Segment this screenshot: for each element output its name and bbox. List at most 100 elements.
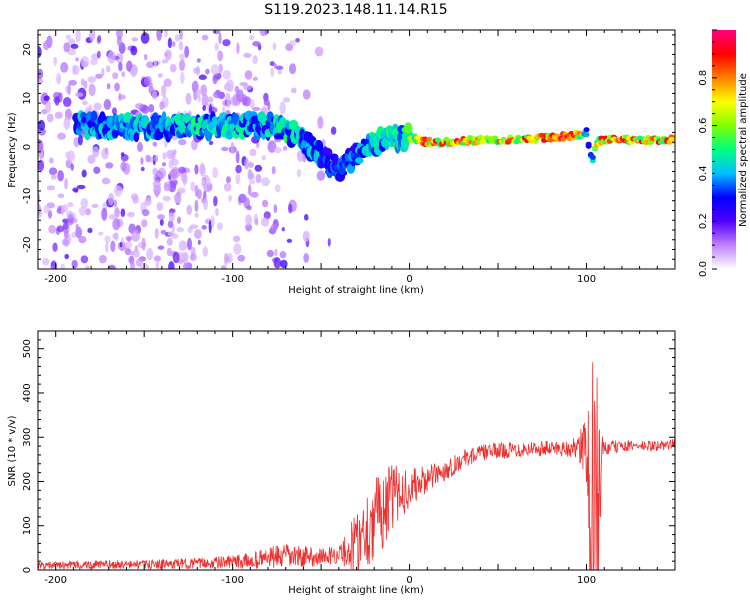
spectrogram-noise-blob xyxy=(179,30,183,40)
spectrogram-noise-blob xyxy=(208,96,214,103)
spectrogram-noise-blob xyxy=(160,229,167,235)
snr-y-tick-label: 200 xyxy=(22,472,33,491)
spectrogram-noise-blob xyxy=(136,142,143,152)
spectrogram-noise-blob xyxy=(141,219,148,228)
spectrogram-noise-blob xyxy=(141,237,146,251)
spectrogram-noise-blob xyxy=(186,204,193,216)
spectrogram-noise-blob xyxy=(233,243,242,255)
spectrogram-noise-blob xyxy=(212,74,218,85)
spectrogram-noise-blob xyxy=(162,162,167,167)
spectrogram-noise-blob xyxy=(63,116,71,130)
spectrogram-noise-blob xyxy=(93,166,101,174)
spectrogram-noise-blob xyxy=(206,178,211,186)
spectrogram-noise-blob xyxy=(279,101,286,115)
spectrogram-noise-blob xyxy=(87,154,96,164)
spectrogram-noise-blob xyxy=(153,154,159,163)
spectrogram-ridge-cell xyxy=(403,122,413,134)
spectrogram-noise-blob xyxy=(210,215,215,228)
spectrogram-noise-blob xyxy=(155,259,159,269)
spectrogram-noise-blob xyxy=(275,65,284,70)
spectrogram-noise-blob xyxy=(88,83,96,97)
spectrogram-noise-blob xyxy=(132,248,140,258)
spectrogram-noise-blob xyxy=(166,149,175,160)
spectrogram-noise-blob xyxy=(104,235,111,244)
spectrogram-noise-blob xyxy=(124,241,133,249)
spectrogram-noise-blob xyxy=(286,238,292,243)
spectrogram-noise-blob xyxy=(252,76,258,81)
spectrogram-noise-blob xyxy=(218,63,223,74)
snr-x-axis-label: Height of straight line (km) xyxy=(288,585,424,596)
spectrogram-noise-blob xyxy=(221,146,229,152)
spectrogram-noise-blob xyxy=(225,79,235,93)
spectrogram-y-tick-label: 20 xyxy=(22,43,33,56)
spectrogram-noise-blob xyxy=(57,132,66,140)
spectrogram-noise-blob xyxy=(194,212,199,218)
spectrogram-noise-blob xyxy=(135,258,143,267)
spectrogram-noise-blob xyxy=(125,235,133,242)
spectrogram-noise-blob xyxy=(112,218,121,231)
colorbar-tick-label: 0.2 xyxy=(698,213,709,229)
spectrogram-ridge-cell xyxy=(90,110,98,123)
spectrogram-noise-blob xyxy=(140,166,145,172)
spectrogram-noise-blob xyxy=(76,184,86,190)
spectrogram-noise-blob xyxy=(154,227,159,240)
spectrogram-noise-blob xyxy=(177,187,186,194)
spectrogram-noise-blob xyxy=(161,84,167,98)
spectrogram-noise-blob xyxy=(279,259,288,269)
spectrogram-noise-blob xyxy=(232,235,241,243)
spectrogram-noise-blob xyxy=(208,140,214,146)
spectrogram-ridge-cell xyxy=(360,138,367,145)
spectrogram-noise-blob xyxy=(154,189,160,198)
spectrogram-noise-blob xyxy=(171,158,179,166)
spectrogram-noise-blob xyxy=(218,32,222,45)
spectrogram-noise-blob xyxy=(75,57,79,62)
spectrogram-noise-blob xyxy=(140,157,144,165)
spectrogram-noise-blob xyxy=(279,251,287,259)
spectrogram-noise-blob xyxy=(112,233,118,239)
spectrogram-noise-blob xyxy=(104,147,109,155)
spectrogram-noise-blob xyxy=(87,76,97,83)
spectrogram-noise-blob xyxy=(74,92,84,97)
spectrogram-noise-blob xyxy=(261,177,270,187)
spectrogram-noise-blob xyxy=(213,195,218,207)
spectrogram-noise-blob xyxy=(112,72,119,80)
spectrogram-noise-blob xyxy=(209,104,213,114)
spectrogram-noise-blob xyxy=(130,45,138,56)
colorbar: 0.0 0.2 0.4 0.6 0.8 Normalized spectral ampl… xyxy=(698,29,749,277)
snr-y-tick-label: 400 xyxy=(22,383,33,402)
spectrogram-noise-blob xyxy=(128,250,135,256)
colorbar-label: Normalized spectral amplitude xyxy=(738,73,749,227)
spectrogram-noise-blob xyxy=(130,65,138,78)
spectrogram-noise-blob xyxy=(152,141,158,147)
spectrogram-noise-blob xyxy=(210,64,220,76)
spectrogram-noise-blob xyxy=(190,181,196,192)
spectrogram-ridge-cell xyxy=(583,132,590,138)
spectrogram-noise-blob xyxy=(67,48,77,56)
colorbar-tick-label: 0.8 xyxy=(698,70,709,86)
spectrogram-noise-blob xyxy=(163,78,172,88)
spectrogram-x-tick-label: 100 xyxy=(577,274,596,285)
spectrogram-noise-blob xyxy=(45,100,52,113)
spectrogram-noise-blob xyxy=(201,94,209,107)
spectrogram-noise-blob xyxy=(236,89,244,103)
spectrogram-noise-blob xyxy=(314,46,324,57)
snr-y-tick-label: 0 xyxy=(22,567,33,573)
spectrogram-noise-blob xyxy=(110,240,116,253)
spectrogram-ridge-cell xyxy=(402,136,410,150)
spectrogram-noise-blob xyxy=(202,105,207,112)
spectrogram-noise-blob xyxy=(46,185,56,191)
spectrogram-noise-blob xyxy=(263,99,270,106)
spectrogram-noise-blob xyxy=(67,83,71,96)
spectrogram-noise-blob xyxy=(153,60,158,68)
spectrogram-ridge-cell xyxy=(583,127,590,133)
spectrogram-noise-blob xyxy=(101,177,111,185)
spectrogram-ridge-cell xyxy=(589,154,596,160)
spectrogram-noise-blob xyxy=(72,65,80,75)
snr-y-ticks: 0 100 200 300 400 500 xyxy=(22,330,675,573)
spectrogram-noise-blob xyxy=(260,217,270,227)
spectrogram-noise-blob xyxy=(166,237,173,246)
spectrogram-noise-blob xyxy=(92,146,100,158)
spectrogram-noise-blob xyxy=(120,152,125,157)
snr-y-tick-label: 500 xyxy=(22,339,33,358)
